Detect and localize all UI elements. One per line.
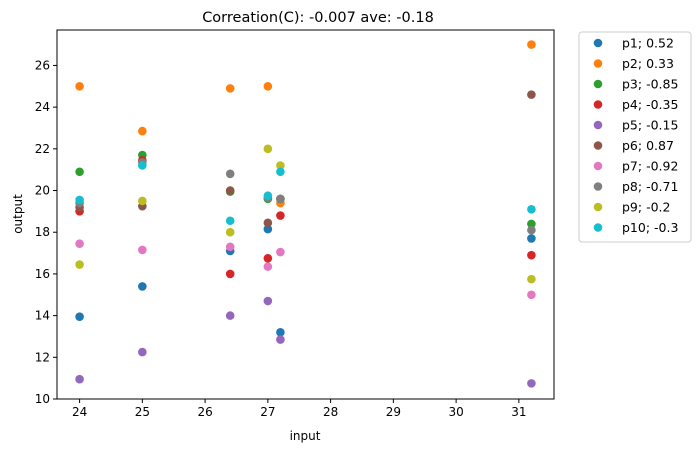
data-point-p9 — [263, 144, 273, 154]
data-point-p7 — [276, 247, 285, 257]
data-point-p3 — [75, 167, 84, 177]
y-axis-label: output — [11, 194, 25, 234]
x-tick-label: 26 — [197, 405, 212, 419]
legend-marker — [593, 202, 603, 212]
x-axis-label: input — [290, 429, 321, 443]
legend-label: p7; -0.92 — [622, 159, 678, 174]
data-point-p8 — [276, 194, 285, 204]
x-tick-label: 29 — [386, 405, 401, 419]
data-point-p5 — [276, 335, 285, 344]
legend: p1; 0.52 p2; 0.33 p3; -0.85 p4; -0.35 p5; -0… — [578, 31, 692, 243]
legend-label: p4; -0.35 — [622, 97, 678, 112]
data-point-p4 — [225, 269, 235, 279]
data-point-p10 — [527, 204, 536, 214]
legend-label: p3; -0.85 — [622, 77, 678, 92]
legend-marker — [593, 100, 603, 109]
legend-label: p5; -0.15 — [622, 118, 678, 133]
data-point-p9 — [276, 161, 285, 170]
data-point-p3 — [527, 219, 536, 229]
data-point-p10 — [138, 161, 147, 170]
y-axis: 10 12 14 16 18 20 22 24 26 — [35, 58, 57, 406]
plot-area — [56, 29, 555, 400]
legend-label: p8; -0.71 — [622, 179, 678, 194]
data-point-p4 — [263, 253, 273, 263]
data-point-p7 — [263, 262, 273, 271]
y-tick-label: 10 — [35, 392, 50, 406]
data-point-p1 — [75, 312, 84, 321]
y-tick-label: 22 — [35, 142, 50, 156]
data-point-p7 — [225, 242, 235, 252]
data-point-p2 — [75, 81, 84, 91]
y-tick-label: 12 — [35, 350, 50, 364]
data-point-p8 — [225, 169, 235, 179]
data-point-p7 — [75, 239, 84, 248]
data-point-p10 — [263, 191, 273, 201]
legend-label: p1; 0.52 — [622, 36, 674, 51]
data-point-p2 — [138, 126, 147, 136]
data-point-p1 — [276, 327, 285, 337]
data-point-p4 — [276, 211, 285, 220]
y-tick-label: 24 — [35, 100, 50, 114]
data-point-p5 — [75, 374, 84, 384]
data-point-p1 — [263, 224, 273, 234]
data-point-p7 — [138, 245, 147, 255]
x-axis: 24 25 26 27 28 29 30 31 — [72, 399, 526, 419]
y-tick-label: 18 — [35, 225, 50, 239]
data-point-p2 — [527, 40, 536, 49]
legend-marker — [593, 59, 603, 68]
legend-marker — [593, 79, 603, 89]
data-points — [75, 40, 536, 388]
data-point-p8 — [527, 225, 536, 235]
x-tick-label: 27 — [260, 405, 275, 419]
x-tick-label: 28 — [323, 405, 338, 419]
legend-label: p2; 0.33 — [622, 56, 674, 71]
data-point-p7 — [527, 290, 536, 300]
data-point-p5 — [263, 296, 273, 306]
legend-frame — [578, 31, 692, 243]
data-point-p10 — [276, 167, 285, 177]
x-tick-label: 25 — [135, 405, 150, 419]
legend-label: p6; 0.87 — [622, 138, 674, 153]
legend-label: p10; -0.3 — [622, 220, 678, 235]
data-point-p2 — [225, 84, 235, 93]
legend-marker — [593, 141, 603, 150]
x-tick-label: 24 — [72, 405, 87, 419]
data-point-p9 — [527, 274, 536, 284]
data-point-p5 — [225, 311, 235, 320]
data-point-p5 — [138, 347, 147, 357]
data-point-p1 — [138, 282, 147, 291]
data-point-p9 — [225, 227, 235, 237]
data-point-p9 — [75, 260, 84, 269]
x-tick-label: 30 — [448, 405, 463, 419]
data-point-p4 — [527, 250, 536, 260]
data-point-p6 — [263, 218, 273, 228]
data-point-p5 — [527, 379, 536, 388]
legend-label: p9; -0.2 — [622, 200, 670, 215]
chart-title: Correation(C): -0.007 ave: -0.18 — [202, 10, 434, 26]
data-point-p2 — [263, 81, 273, 91]
y-tick-label: 14 — [35, 309, 50, 323]
y-tick-label: 16 — [35, 267, 50, 281]
legend-marker — [593, 182, 603, 191]
data-point-p6 — [225, 186, 235, 195]
y-tick-label: 20 — [35, 184, 50, 198]
data-point-p10 — [225, 216, 235, 226]
y-tick-label: 26 — [35, 58, 50, 72]
x-tick-label: 31 — [511, 405, 526, 419]
data-point-p6 — [527, 90, 536, 99]
data-point-p9 — [138, 196, 147, 206]
legend-marker — [593, 120, 603, 130]
legend-marker — [593, 223, 603, 232]
data-point-p1 — [527, 234, 536, 243]
legend-marker — [593, 38, 603, 48]
legend-marker — [593, 161, 603, 171]
data-point-p10 — [75, 195, 84, 205]
